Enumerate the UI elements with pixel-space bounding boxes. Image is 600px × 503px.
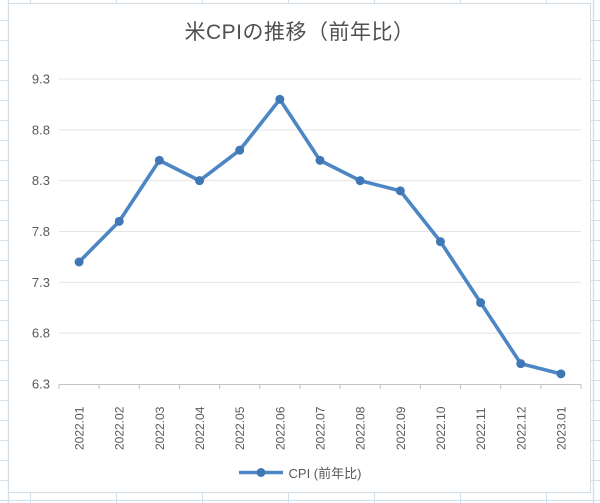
legend[interactable]: CPI (前年比)	[9, 460, 590, 484]
cpi-data-point[interactable]	[556, 369, 566, 379]
x-axis-tick-label: 2023.01	[554, 406, 568, 450]
y-axis-tick-label: 6.8	[32, 326, 50, 341]
cpi-data-point[interactable]	[355, 176, 365, 186]
cpi-data-point[interactable]	[315, 155, 325, 165]
plot-area: 6.3 6.8 7.3 7.8 8.3 8.8 9.3 2022.01 2022.02 2022.…	[32, 72, 582, 450]
legend-label: CPI (前年比)	[288, 465, 362, 481]
legend-line-marker-icon	[238, 467, 283, 477]
x-axis-tick-label: 2022.09	[394, 406, 408, 450]
x-axis-tick-label: 2022.07	[314, 406, 328, 450]
cpi-data-point[interactable]	[74, 257, 84, 267]
x-axis-tick-label: 2022.03	[153, 406, 167, 450]
cpi-data-point[interactable]	[235, 145, 245, 155]
cpi-data-point[interactable]	[195, 176, 205, 186]
chart-canvas[interactable]: 米CPIの推移（前年比） 6.3 6.8 7.3 7.8 8.3 8.8 9.3 2022.0…	[8, 3, 591, 493]
y-axis-tick-label: 9.3	[32, 72, 50, 87]
x-axis-tick-label: 2022.02	[113, 406, 127, 450]
cpi-data-point[interactable]	[395, 186, 405, 196]
y-axis-tick-label: 7.8	[32, 224, 50, 239]
x-axis-tick-label: 2022.04	[193, 406, 207, 450]
x-axis-tick-label: 2022.01	[73, 406, 87, 450]
cpi-data-point[interactable]	[114, 216, 124, 226]
cpi-data-point[interactable]	[154, 155, 164, 165]
cpi-series-line[interactable]	[77, 97, 563, 376]
x-axis-tick-label: 2022.11	[474, 407, 488, 450]
y-axis-tick-label: 7.3	[32, 275, 50, 290]
cpi-data-point[interactable]	[476, 298, 486, 308]
x-axis-tick-label: 2022.06	[273, 406, 287, 450]
x-axis-tick-label: 2022.05	[233, 406, 247, 450]
y-axis-tick-label: 6.3	[32, 377, 50, 392]
cpi-data-point[interactable]	[435, 237, 445, 247]
chart-title[interactable]: 米CPIの推移（前年比）	[184, 21, 415, 44]
y-axis-tick-label: 8.3	[32, 173, 50, 188]
cpi-data-point[interactable]	[275, 94, 285, 104]
cpi-data-point[interactable]	[516, 359, 526, 369]
x-axis-tick-label: 2022.12	[514, 406, 528, 450]
y-axis-tick-label: 8.8	[32, 122, 50, 137]
x-axis-tick-label: 2022.10	[434, 406, 448, 450]
x-axis-tick-label: 2022.08	[354, 406, 368, 450]
